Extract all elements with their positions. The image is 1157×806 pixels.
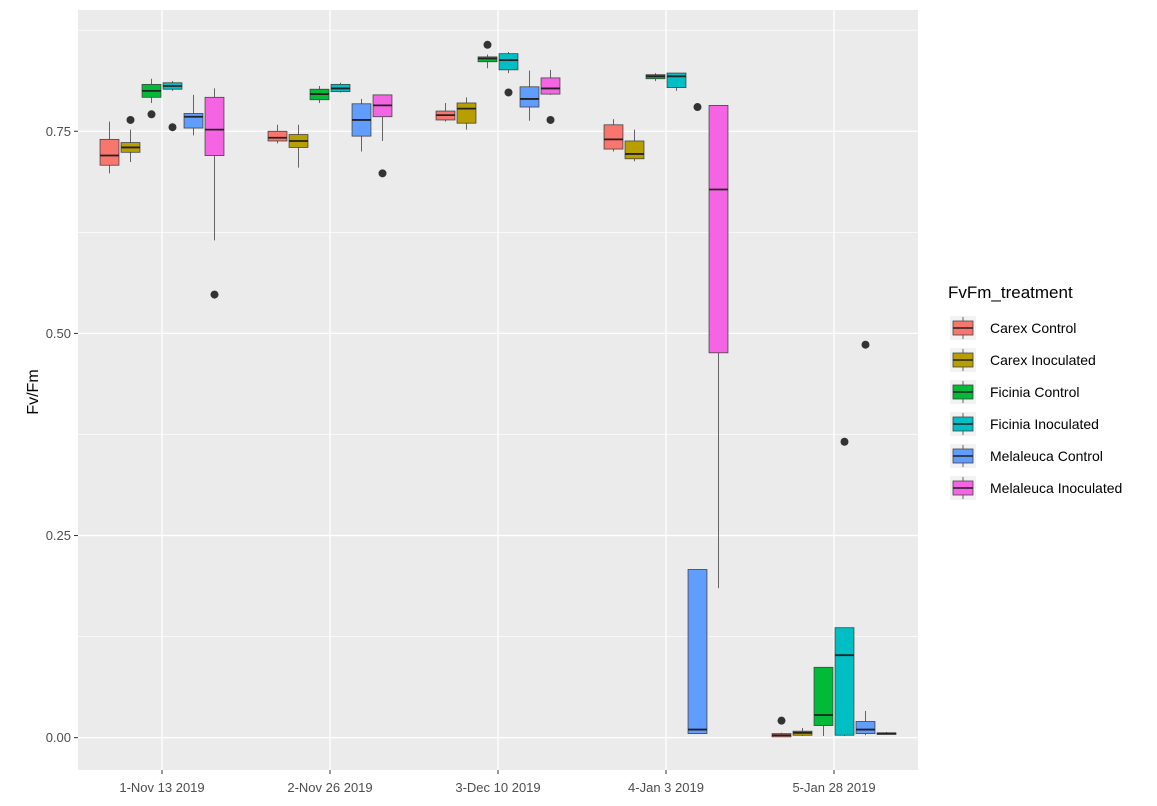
x-tick-label: 2-Nov 26 2019 — [287, 780, 372, 795]
box-carex-inoculated — [456, 97, 477, 130]
y-tick-label: 0.75 — [46, 124, 71, 139]
box-carex-control — [435, 102, 456, 122]
box-carex-inoculated — [624, 129, 645, 162]
outlier-point — [147, 110, 156, 119]
box-ficinia-inoculated — [834, 437, 855, 737]
box-iqr — [540, 77, 561, 95]
legend-label: Carex Control — [990, 320, 1076, 336]
box-melaleuca-control — [183, 94, 204, 136]
outlier-point — [168, 123, 177, 132]
box-iqr — [813, 666, 834, 726]
legend-label: Melaleuca Inoculated — [990, 480, 1122, 496]
legend: FvFm_treatment Carex Control Carex Inocul… — [948, 283, 1122, 500]
x-tick-label: 3-Dec 10 2019 — [455, 780, 540, 795]
box-ficinia-control — [309, 86, 330, 103]
x-tick-label: 5-Jan 28 2019 — [792, 780, 875, 795]
box-iqr — [624, 140, 645, 160]
box-melaleuca-control — [855, 340, 876, 736]
box-iqr — [519, 86, 540, 108]
box-ficinia-control — [813, 666, 834, 737]
box-carex-control — [267, 124, 288, 144]
box-carex-control — [771, 716, 792, 738]
outlier-point — [777, 716, 786, 725]
outlier-point — [546, 115, 555, 124]
outlier-point — [693, 103, 702, 112]
box-ficinia-control — [477, 40, 498, 69]
x-tick-label: 4-Jan 3 2019 — [628, 780, 704, 795]
box-iqr — [603, 124, 624, 150]
box-carex-inoculated — [288, 124, 309, 168]
legend-label: Melaleuca Control — [990, 448, 1103, 464]
x-axis: 1-Nov 13 2019 2-Nov 26 2019 3-Dec 10 2019 4… — [119, 770, 876, 795]
box-iqr — [267, 130, 288, 142]
box-iqr — [834, 627, 855, 736]
box-iqr — [204, 96, 225, 156]
box-iqr — [855, 721, 876, 735]
outlier-point — [840, 437, 849, 446]
box-melaleuca-inoculated — [204, 88, 225, 299]
box-layer — [99, 40, 897, 738]
box-ficinia-inoculated — [330, 82, 351, 93]
box-melaleuca-control — [351, 98, 372, 152]
box-iqr — [183, 113, 204, 129]
y-axis: 0.00 0.25 0.50 0.75 — [46, 124, 78, 745]
legend-label: Ficinia Control — [990, 384, 1079, 400]
legend-label: Ficinia Inoculated — [990, 416, 1099, 432]
box-carex-control — [99, 121, 120, 174]
box-ficinia-inoculated — [498, 52, 519, 97]
y-tick-label: 0.25 — [46, 528, 71, 543]
y-tick-label: 0.50 — [46, 326, 71, 341]
box-ficinia-inoculated — [162, 81, 183, 132]
legend-title: FvFm_treatment — [948, 283, 1073, 302]
outlier-point — [378, 169, 387, 178]
box-carex-inoculated — [792, 727, 813, 737]
box-melaleuca-control — [519, 70, 540, 121]
box-ficinia-inoculated — [666, 72, 687, 91]
box-iqr — [456, 102, 477, 124]
x-tick-label: 1-Nov 13 2019 — [119, 780, 204, 795]
box-iqr — [498, 53, 519, 71]
box-melaleuca-inoculated — [540, 69, 561, 124]
outlier-point — [126, 115, 135, 124]
outlier-point — [210, 290, 219, 299]
outlier-point — [483, 40, 492, 49]
box-iqr — [99, 138, 120, 166]
box-ficinia-control — [645, 73, 666, 82]
box-melaleuca-inoculated — [708, 105, 729, 589]
box-melaleuca-inoculated — [372, 94, 393, 178]
y-tick-label: 0.00 — [46, 730, 71, 745]
outlier-point — [504, 88, 513, 97]
outlier-point — [861, 340, 870, 349]
y-axis-title: Fv/Fm — [25, 369, 42, 414]
box-ficinia-control — [141, 78, 162, 119]
box-carex-inoculated — [120, 115, 141, 162]
box-carex-control — [603, 119, 624, 152]
box-iqr — [687, 569, 708, 735]
box-iqr — [708, 105, 729, 354]
box-iqr — [666, 72, 687, 89]
box-melaleuca-inoculated — [876, 732, 897, 735]
legend-label: Carex Inoculated — [990, 352, 1096, 368]
box-melaleuca-control — [687, 103, 708, 735]
